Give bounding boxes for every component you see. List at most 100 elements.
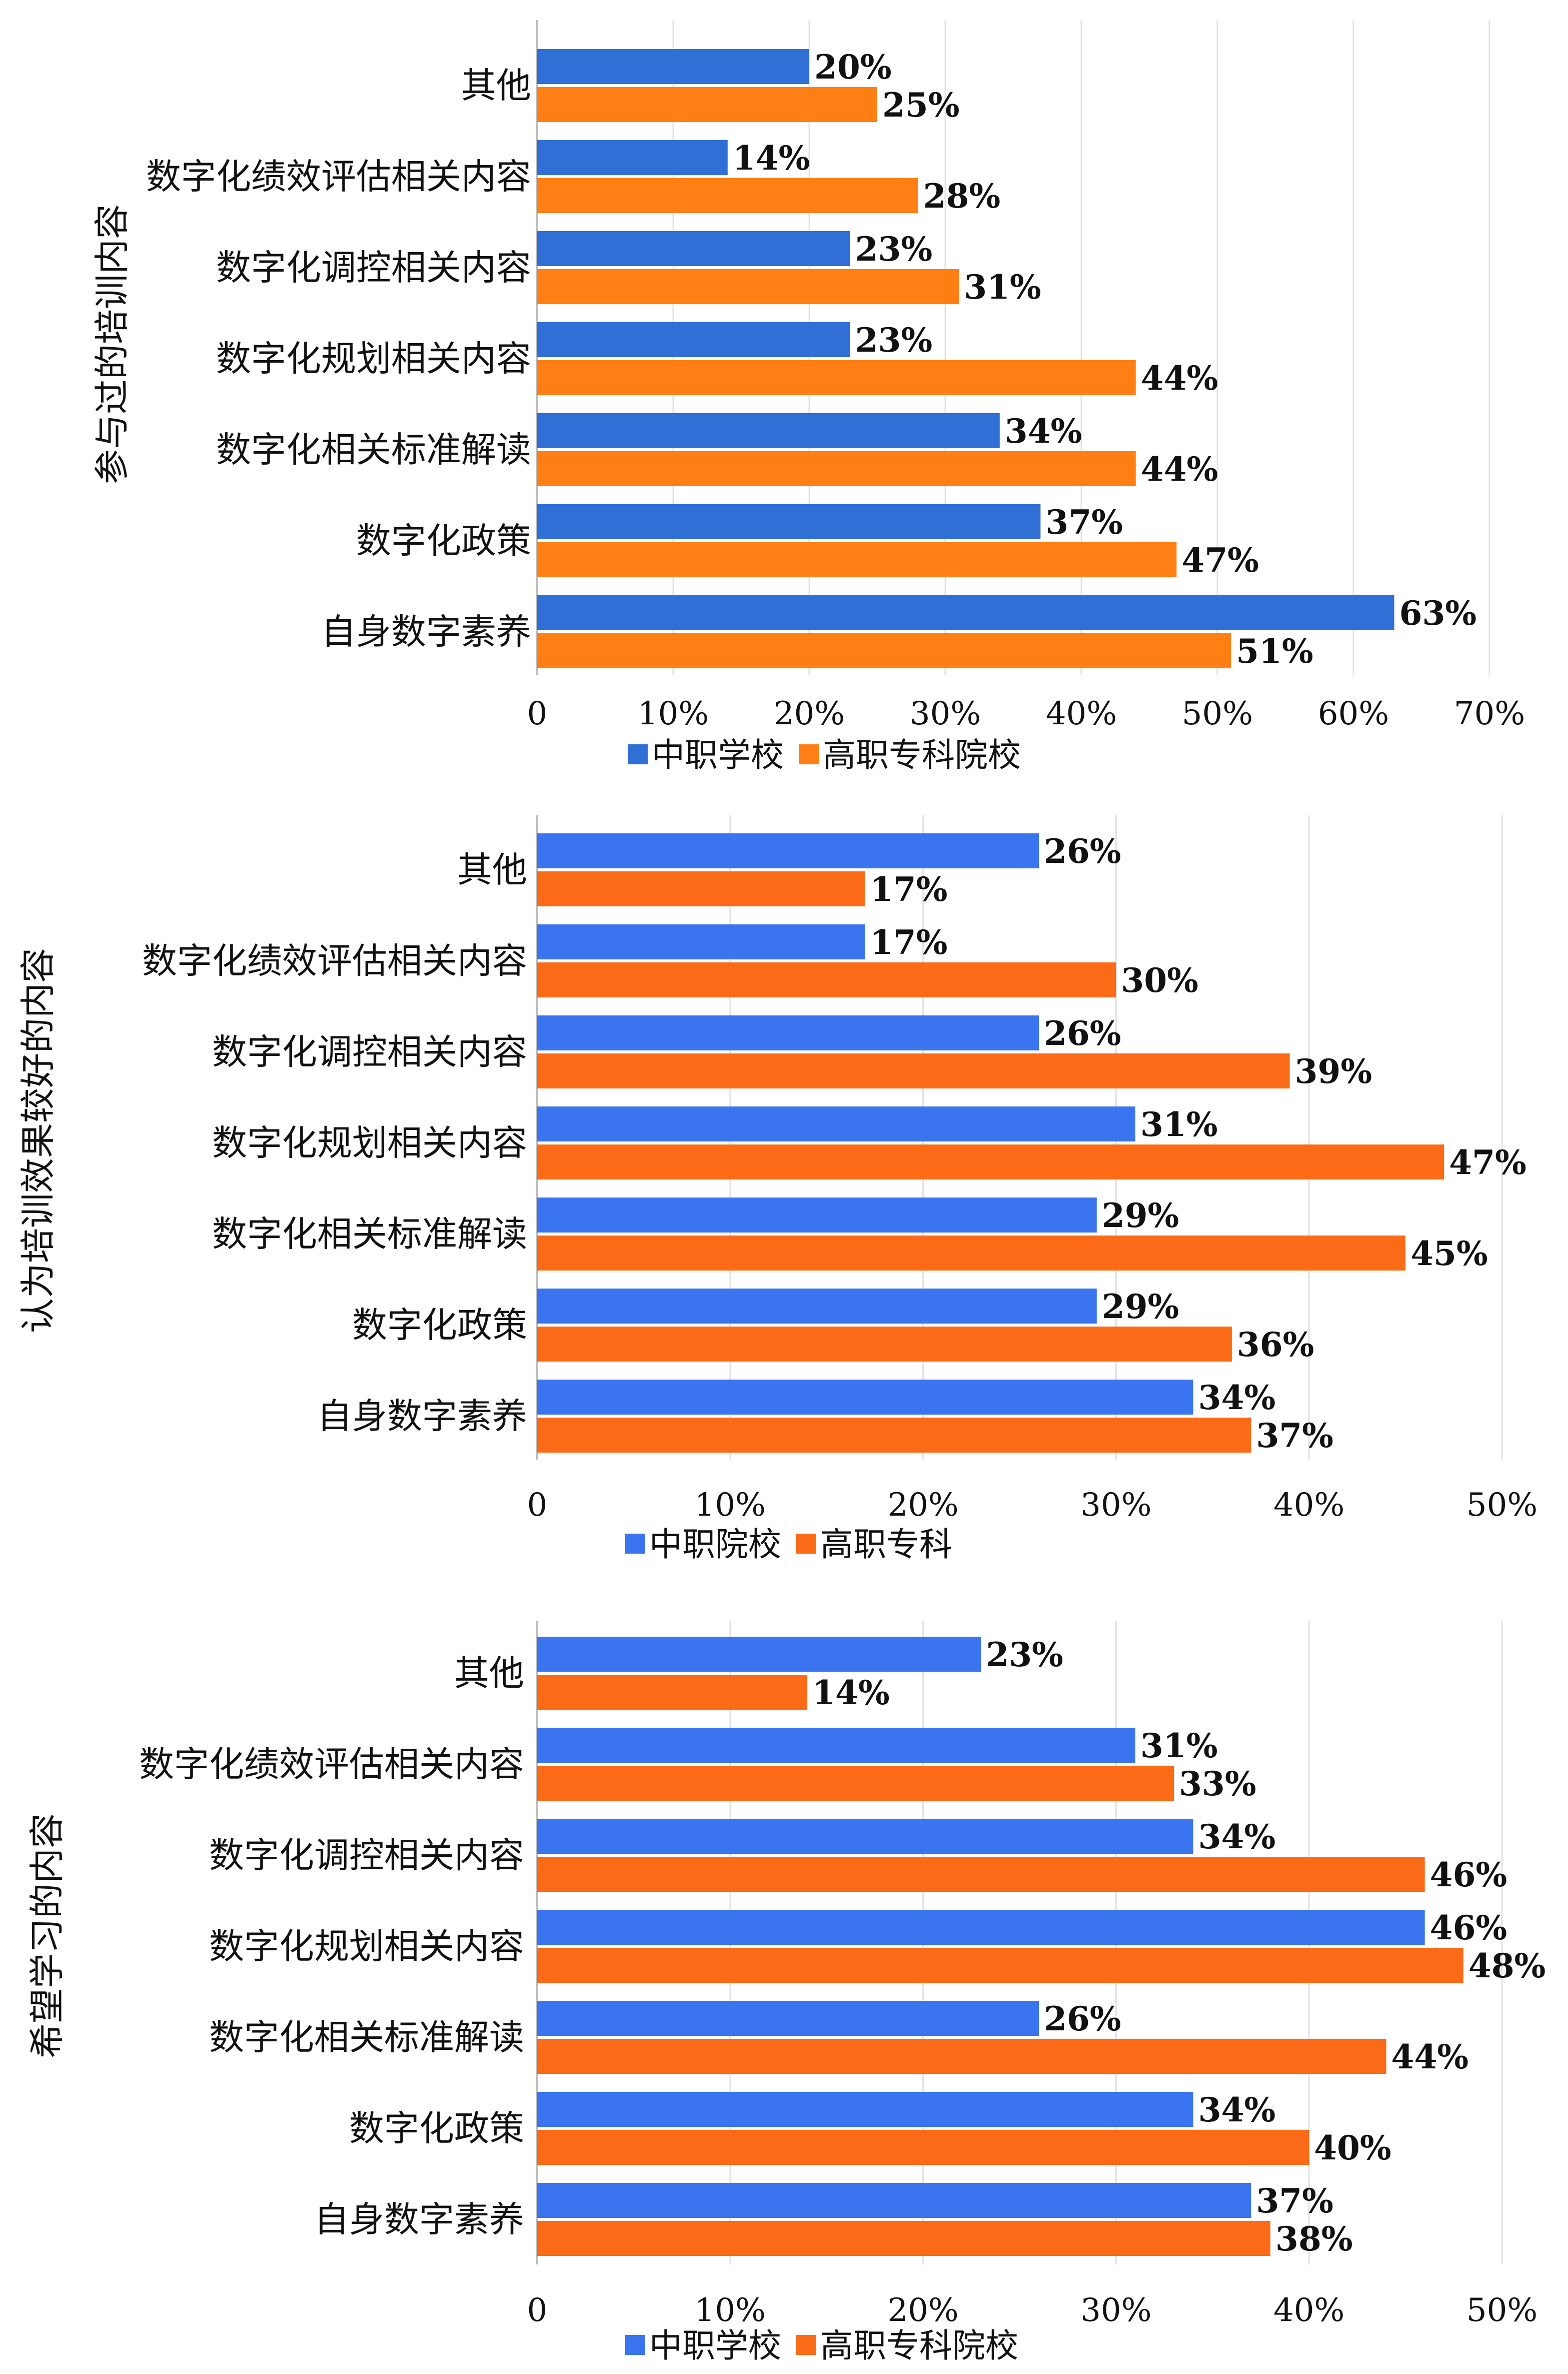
data-label: 23% — [986, 1635, 1063, 1674]
category-label: 数字化调控相关内容 — [212, 1031, 527, 1072]
bar-series1 — [537, 1106, 1135, 1141]
data-label: 39% — [1295, 1052, 1372, 1091]
bar-series1 — [537, 595, 1394, 630]
data-label: 45% — [1410, 1234, 1488, 1273]
bar-series1 — [537, 2001, 1039, 2036]
category-label: 其他 — [461, 65, 531, 106]
category-label: 数字化政策 — [349, 2108, 524, 2149]
category-label: 数字化绩效评估相关内容 — [146, 156, 531, 197]
x-tick-label: 20% — [774, 695, 845, 732]
x-tick-label: 0 — [527, 2292, 548, 2329]
data-label: 46% — [1430, 1908, 1507, 1947]
data-label: 51% — [1236, 632, 1313, 671]
x-tick-label: 60% — [1318, 695, 1389, 732]
data-label: 14% — [733, 139, 810, 178]
category-label: 数字化规划相关内容 — [209, 1926, 524, 1967]
legend-label: 中职学校 — [652, 736, 784, 774]
data-label: 33% — [1179, 1764, 1256, 1803]
category-label: 数字化调控相关内容 — [216, 247, 531, 288]
category-label: 数字化相关标准解读 — [212, 1214, 527, 1255]
data-label: 40% — [1314, 2128, 1391, 2167]
legend-swatch — [628, 744, 648, 764]
category-label: 数字化绩效评估相关内容 — [142, 940, 527, 981]
data-label: 31% — [964, 268, 1041, 307]
bar-series1 — [537, 1819, 1193, 1854]
data-label: 17% — [870, 870, 948, 909]
chart-2: 0 10% 20% 30% 40% 50% 认为培训效果较好的内容 其他 26% 17% 数字化绩效… — [18, 815, 1537, 1564]
category-label: 数字化相关标准解读 — [216, 429, 531, 470]
bar-series2 — [537, 2221, 1271, 2256]
data-label: 31% — [1140, 1105, 1218, 1144]
bar-series2 — [537, 178, 918, 213]
x-tick-label: 50% — [1466, 1487, 1537, 1524]
legend-swatch — [625, 1534, 645, 1554]
x-tick-label: 30% — [1080, 2292, 1151, 2329]
data-label: 47% — [1181, 541, 1259, 580]
bar-series1 — [537, 1637, 981, 1672]
category-label: 其他 — [457, 849, 527, 890]
data-label: 47% — [1449, 1143, 1526, 1182]
legend-label: 高职专科 — [820, 1525, 952, 1564]
bar-series1 — [537, 2092, 1193, 2127]
bar-series2 — [537, 1053, 1290, 1088]
legend-label: 高职专科院校 — [820, 2326, 1018, 2365]
x-tick-label: 30% — [910, 695, 981, 732]
bar-series2 — [537, 1236, 1406, 1271]
bar-series2 — [537, 542, 1177, 577]
bar-series1 — [537, 231, 850, 266]
data-label: 30% — [1121, 961, 1198, 1000]
y-axis-title: 认为培训效果较好的内容 — [18, 948, 59, 1333]
data-label: 37% — [1256, 2181, 1333, 2220]
data-label: 34% — [1198, 1378, 1276, 1417]
bar-series2 — [537, 1948, 1463, 1983]
bar-series2 — [537, 2039, 1386, 2074]
bar-series2 — [537, 2130, 1309, 2165]
legend-swatch — [796, 2335, 816, 2355]
bar-series1 — [537, 1728, 1135, 1763]
data-label: 29% — [1102, 1287, 1179, 1326]
legend: 中职学校 高职专科院校 — [628, 736, 1021, 774]
category-label: 自身数字素养 — [317, 1396, 527, 1437]
legend: 中职学校 高职专科院校 — [625, 2326, 1018, 2365]
bar-series2 — [537, 1327, 1232, 1362]
data-label: 29% — [1102, 1196, 1179, 1235]
y-axis-title: 参与过的培训内容 — [92, 204, 133, 484]
bar-series1 — [537, 322, 850, 357]
category-label: 数字化调控相关内容 — [209, 1835, 524, 1876]
data-label: 26% — [1044, 832, 1121, 871]
x-tick-label: 10% — [695, 1487, 766, 1524]
legend-label: 中职院校 — [649, 1525, 781, 1564]
legend-label: 高职专科院校 — [823, 736, 1021, 774]
x-tick-label: 40% — [1273, 2292, 1344, 2329]
data-label: 38% — [1275, 2219, 1353, 2258]
category-label: 数字化绩效评估相关内容 — [139, 1744, 524, 1785]
data-label: 34% — [1005, 412, 1082, 451]
bar-series2 — [537, 962, 1116, 997]
data-label: 36% — [1237, 1325, 1314, 1364]
bar-series2 — [537, 87, 877, 122]
bar-series1 — [537, 140, 728, 175]
x-tick-label: 70% — [1454, 695, 1525, 732]
x-tick-label: 0 — [527, 695, 548, 732]
data-label: 17% — [870, 923, 948, 962]
data-label: 44% — [1141, 450, 1218, 489]
y-axis-title: 希望学习的内容 — [27, 1813, 68, 2058]
data-label: 44% — [1141, 359, 1218, 398]
data-label: 23% — [855, 230, 933, 269]
bar-series1 — [537, 1015, 1039, 1050]
legend-label: 中职学校 — [649, 2326, 781, 2365]
data-label: 46% — [1430, 1855, 1507, 1894]
chart-3: 0 10% 20% 30% 40% 50% 希望学习的内容 其他 23% 14% 数字化绩效评估相关… — [27, 1621, 1545, 2365]
data-label: 26% — [1044, 1999, 1121, 2038]
bar-series2 — [537, 633, 1231, 668]
data-label: 37% — [1256, 1416, 1333, 1455]
bar-series1 — [537, 49, 809, 84]
x-tick-label: 50% — [1182, 695, 1253, 732]
category-label: 其他 — [454, 1653, 524, 1694]
category-label: 数字化相关标准解读 — [209, 2017, 524, 2058]
bar-series2 — [537, 1144, 1444, 1179]
category-label: 数字化规划相关内容 — [212, 1122, 527, 1163]
bar-series1 — [537, 833, 1039, 868]
